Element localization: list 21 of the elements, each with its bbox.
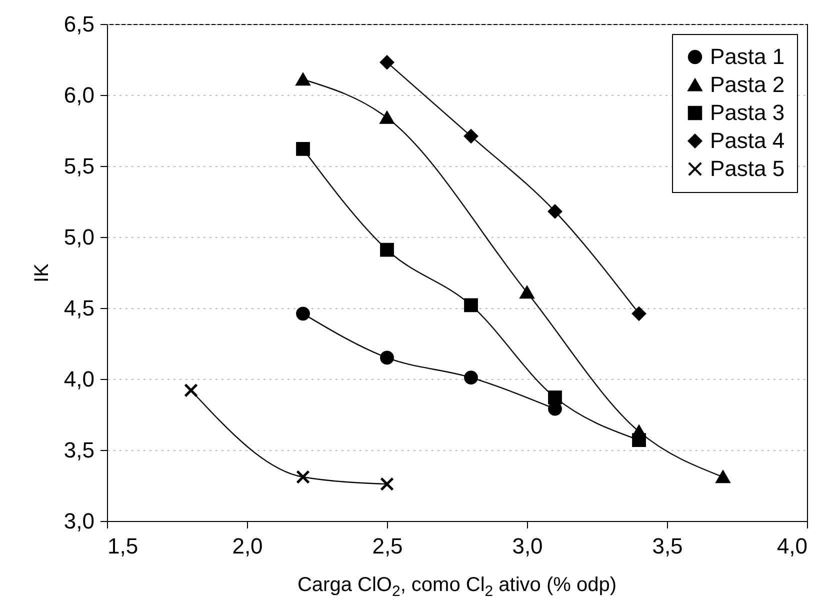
x-axis-title: Carga ClO$_{2}$, como Cl$_{2}$ ativo (% odp) bbox=[296, 574, 618, 600]
x-tick-label: 3,5 bbox=[652, 534, 683, 558]
y-tick-label: 4,5 bbox=[64, 296, 94, 320]
y-tick-label: 3,0 bbox=[64, 508, 94, 534]
y-tick-label: 3,5 bbox=[64, 438, 94, 462]
x-tick-label: 2,5 bbox=[372, 534, 403, 558]
legend-label: Pasta 3 bbox=[710, 100, 785, 125]
y-tick-label: 5,5 bbox=[64, 154, 94, 178]
x-tick-label: 1,5 bbox=[108, 534, 138, 558]
y-axis-title: IK bbox=[30, 262, 53, 282]
x-tick-label: 3,0 bbox=[512, 534, 543, 558]
legend-label: Pasta 2 bbox=[710, 72, 785, 97]
legend-label: Pasta 1 bbox=[710, 44, 785, 69]
y-tick-label: 6,5 bbox=[64, 12, 94, 36]
legend-label: Pasta 4 bbox=[710, 128, 785, 153]
y-tick-label: 5,0 bbox=[64, 224, 94, 250]
x-tick-label: 4,0 bbox=[776, 534, 808, 558]
legend-label: Pasta 5 bbox=[710, 156, 785, 181]
x-tick-label: 2,0 bbox=[232, 534, 263, 558]
y-tick-label: 4,0 bbox=[64, 366, 94, 392]
y-tick-label: 6,0 bbox=[64, 82, 94, 108]
